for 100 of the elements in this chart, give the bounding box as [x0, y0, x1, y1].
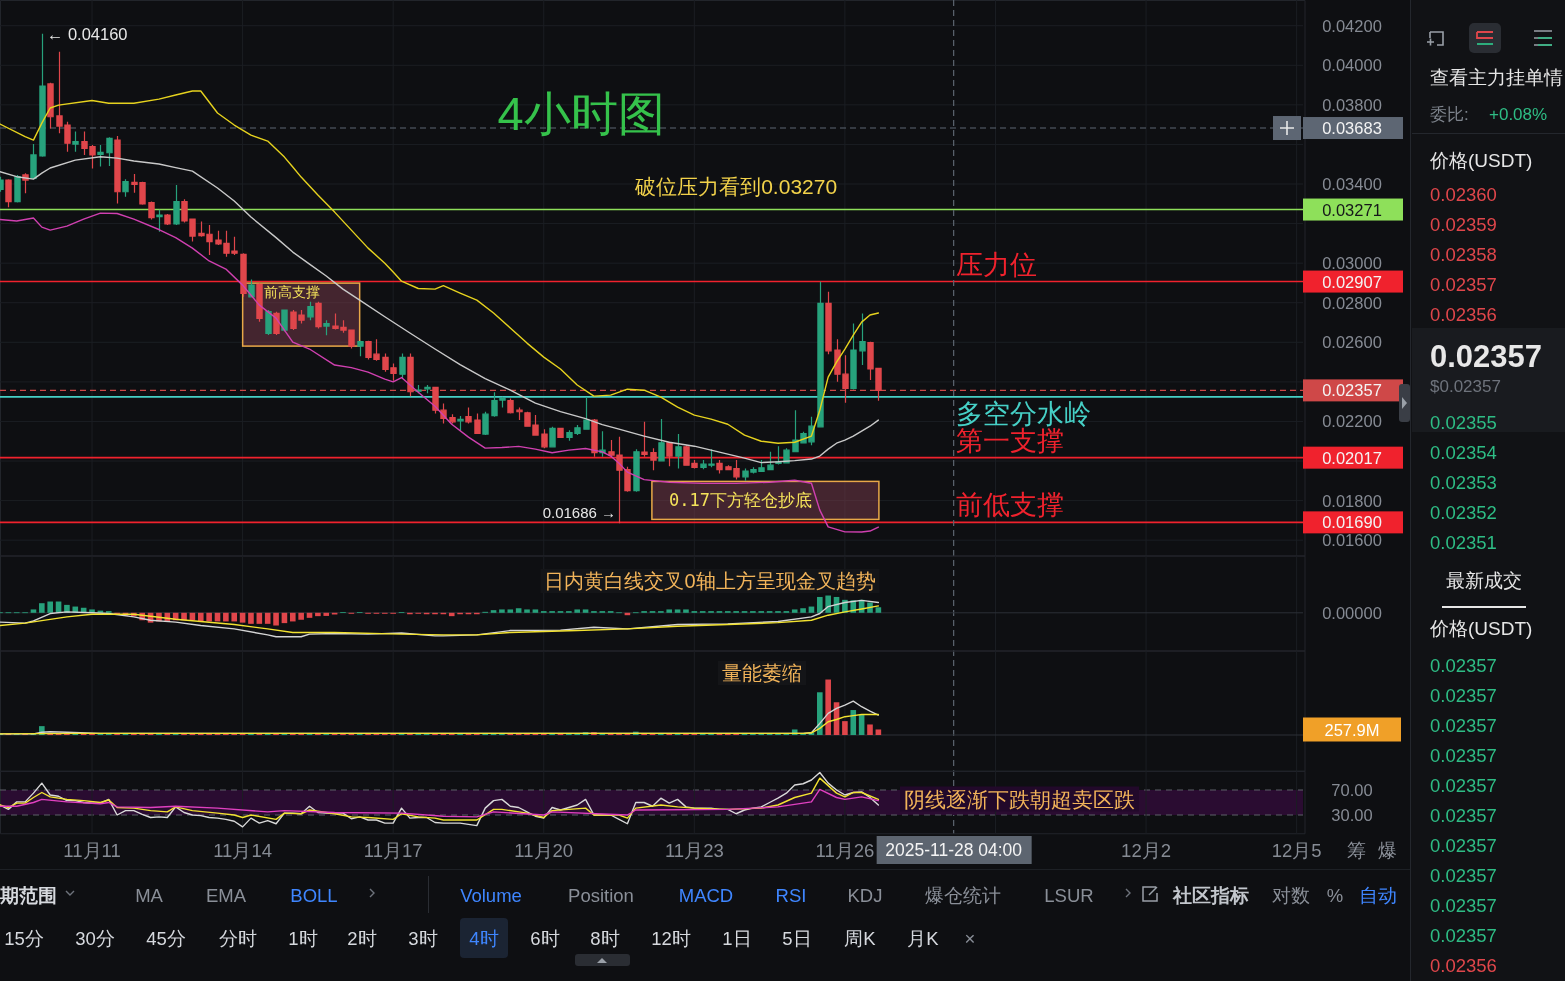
- text: BOLL: [290, 884, 338, 906]
- text: 查看主力挂单情: [1430, 66, 1563, 88]
- text: 1日: [722, 927, 752, 949]
- ref-line-label: 0.02357: [1322, 381, 1382, 400]
- annotation: 破位压力看到0.03270: [634, 175, 838, 199]
- text: RSI: [775, 884, 807, 906]
- text: 自动: [1359, 884, 1397, 906]
- text: 257.9M: [1324, 720, 1380, 739]
- x-tick-label: 11月26: [815, 839, 875, 861]
- text: 0.02356: [1430, 954, 1497, 976]
- text: 4时: [469, 927, 499, 949]
- text: Position: [568, 884, 634, 906]
- y-tick-label: 0.02800: [1322, 293, 1382, 312]
- text: Volume: [460, 884, 522, 906]
- text: 爆仓统计: [925, 884, 1001, 906]
- text: 2时: [347, 927, 377, 949]
- x-tick-label: 11月20: [514, 839, 574, 861]
- text: 委比:: [1430, 104, 1469, 124]
- annotation: 前高支撑: [264, 284, 321, 300]
- text: 筹: [1346, 839, 1366, 861]
- text: 最新成交: [1446, 569, 1522, 591]
- text: 0.02357: [1430, 714, 1497, 736]
- annotation: 0.01686 →: [542, 503, 617, 521]
- text: 价格(USDT): [1429, 617, 1533, 639]
- text: 价格(USDT): [1429, 149, 1533, 171]
- text: ×: [964, 927, 976, 949]
- ref-line-label: 0.03271: [1322, 200, 1382, 219]
- text: 0.00000: [1322, 603, 1382, 622]
- text: 0.02357: [1430, 774, 1497, 796]
- annotation: ← 0.04160: [46, 24, 128, 43]
- text: 月K: [907, 927, 940, 949]
- text: 0.02355: [1430, 411, 1497, 433]
- text: 0.02357: [1430, 684, 1497, 706]
- text: 0.02357: [1430, 834, 1497, 856]
- text: 0.02357: [1430, 654, 1497, 676]
- text: 爆: [1377, 839, 1397, 861]
- text: 1时: [288, 927, 318, 949]
- y-tick-label: 30.00: [1331, 806, 1373, 824]
- ref-line-label: 0.02907: [1322, 272, 1382, 291]
- annotation: 前低支撑: [955, 490, 1064, 521]
- text: 0.02357: [1430, 804, 1497, 826]
- text: 6时: [530, 927, 560, 949]
- text: 0.02354: [1430, 441, 1497, 463]
- text: 0.02352: [1430, 501, 1497, 523]
- ref-line-label: 0.02017: [1322, 448, 1382, 467]
- text: MACD: [678, 884, 734, 906]
- text: 30分: [75, 927, 115, 949]
- text: 12时: [651, 927, 691, 949]
- text: 0.02357: [1430, 273, 1497, 295]
- text: 0.02357: [1430, 864, 1497, 886]
- text: 0.02356: [1430, 303, 1497, 325]
- y-tick-label: 0.01600: [1322, 531, 1382, 550]
- text: $0.02357: [1430, 376, 1501, 396]
- ref-line-label: 0.03683: [1322, 119, 1382, 138]
- text: 周K: [844, 927, 877, 949]
- text: 0.02357: [1430, 894, 1497, 916]
- y-tick-label: 0.02600: [1322, 333, 1382, 352]
- text: LSUR: [1044, 884, 1094, 906]
- text: 分时: [219, 927, 257, 949]
- text: 0.02360: [1430, 183, 1497, 205]
- text: %: [1326, 884, 1344, 906]
- text: 0.02357: [1430, 338, 1543, 374]
- text: 0.02353: [1430, 471, 1497, 493]
- annotation: 压力位: [955, 249, 1037, 280]
- y-tick-label: 0.04200: [1322, 16, 1382, 35]
- y-tick-label: 70.00: [1331, 781, 1373, 799]
- annotation: 0.17下方轻仓抄底: [668, 490, 812, 511]
- y-tick-label: 0.03800: [1322, 95, 1382, 114]
- text: 4小时图: [497, 86, 665, 140]
- x-tick-label: 11月23: [664, 839, 724, 861]
- y-tick-label: 0.04000: [1322, 56, 1382, 75]
- text: 8时: [590, 927, 620, 949]
- text: 0.02351: [1430, 531, 1497, 553]
- annotation: 量能萎缩: [722, 662, 802, 684]
- text: 日内黄白线交叉0轴上方呈现金叉趋势: [544, 570, 876, 592]
- text: 社区指标: [1172, 884, 1249, 906]
- x-tick-label: 12月2: [1121, 839, 1171, 861]
- text: 45分: [146, 927, 186, 949]
- x-tick-label: 11月11: [63, 839, 121, 861]
- ref-line-label: 2025-11-28 04:00: [885, 840, 1023, 860]
- text: 5日: [782, 927, 812, 949]
- text: MA: [135, 884, 164, 906]
- text: 15分: [4, 927, 44, 949]
- text: KDJ: [847, 884, 883, 906]
- x-tick-label: 11月14: [213, 839, 272, 861]
- text: 0.02359: [1430, 213, 1497, 235]
- y-tick-label: 0.02200: [1322, 412, 1382, 431]
- text: 3时: [408, 927, 438, 949]
- ref-line-label: 0.01690: [1322, 513, 1382, 532]
- text: 期范围: [0, 884, 57, 906]
- text: +0.08%: [1489, 104, 1548, 124]
- text: EMA: [205, 884, 247, 906]
- text: 0.02357: [1430, 924, 1497, 946]
- x-tick-label: 12月5: [1271, 839, 1322, 861]
- text: 对数: [1272, 884, 1310, 906]
- text: 0.02357: [1430, 744, 1497, 766]
- y-tick-label: 0.03400: [1322, 175, 1382, 194]
- annotation: 阴线逐渐下跌朝超卖区跌: [904, 787, 1135, 811]
- x-tick-label: 11月17: [363, 839, 423, 861]
- y-tick-label: 0.01800: [1322, 491, 1382, 510]
